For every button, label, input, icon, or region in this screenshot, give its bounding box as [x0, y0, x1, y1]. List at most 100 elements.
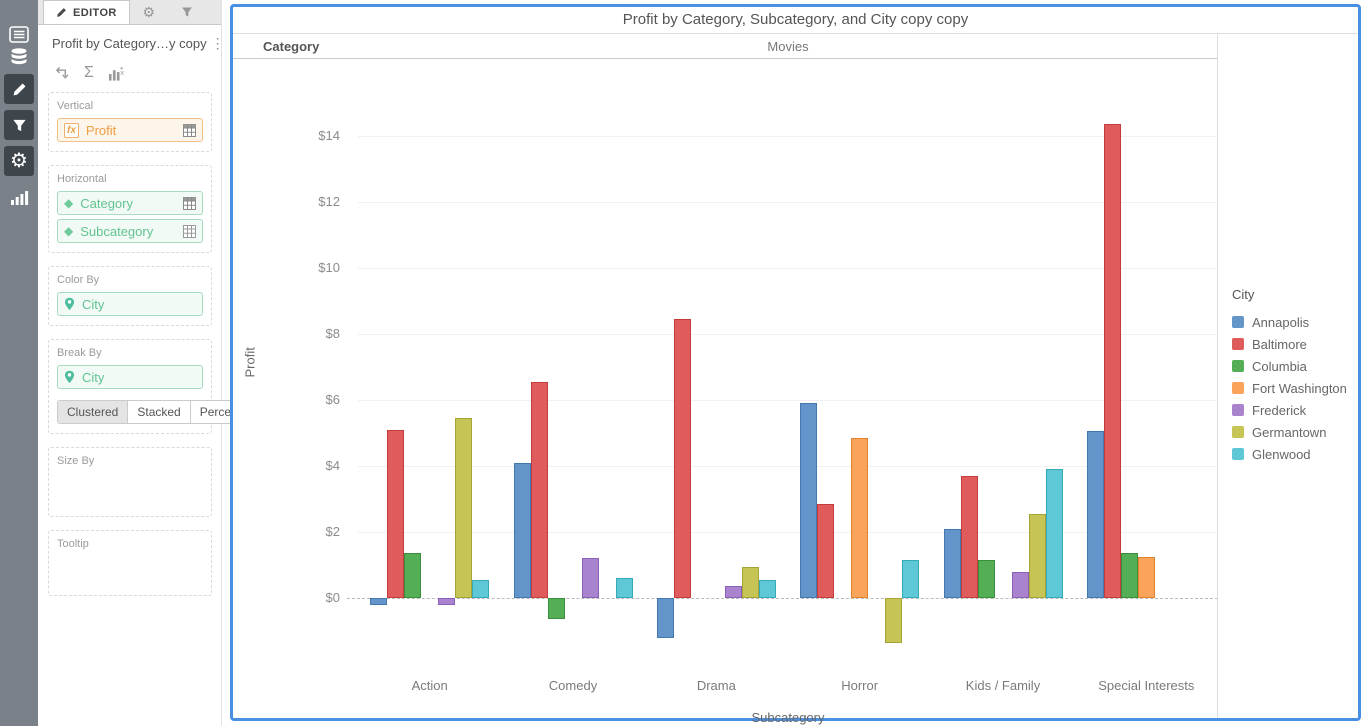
bar-frederick-drama[interactable]: [724, 586, 742, 598]
legend-item-baltimore[interactable]: Baltimore: [1232, 333, 1358, 355]
legend-item-germantown[interactable]: Germantown: [1232, 421, 1358, 443]
size-by-dropzone[interactable]: [57, 473, 203, 507]
legend-swatch: [1232, 426, 1244, 438]
bar-glenwood-drama[interactable]: [758, 579, 776, 598]
table-icon[interactable]: [183, 196, 196, 210]
legend-name: Germantown: [1252, 424, 1327, 440]
edit-icon[interactable]: [4, 74, 34, 104]
legend-item-fort-washington[interactable]: Fort Washington: [1232, 377, 1358, 399]
legend-swatch: [1232, 338, 1244, 350]
kebab-menu-icon[interactable]: ⋮: [210, 35, 225, 51]
bar-annapolis-kids-family[interactable]: [943, 528, 961, 598]
charts-icon[interactable]: [0, 186, 38, 208]
left-icon-rail: ⚙: [0, 0, 38, 726]
bar-baltimore-drama[interactable]: [673, 319, 691, 598]
gridline: [358, 268, 1218, 269]
pivot-arrow-icon[interactable]: [54, 66, 70, 81]
filter-icon[interactable]: [4, 110, 34, 140]
bar-baltimore-comedy[interactable]: [530, 381, 548, 598]
fx-icon: fx: [64, 122, 79, 138]
legend-item-glenwood[interactable]: Glenwood: [1232, 443, 1358, 465]
legend-item-frederick[interactable]: Frederick: [1232, 399, 1358, 421]
tooltip-dropzone[interactable]: [57, 556, 203, 586]
bar-germantown-action[interactable]: [455, 418, 473, 598]
bar-germantown-horror[interactable]: [885, 598, 903, 643]
section-tooltip[interactable]: Tooltip: [48, 530, 212, 596]
bar-germantown-drama[interactable]: [741, 566, 759, 598]
bar-baltimore-action[interactable]: [387, 429, 405, 598]
color-by-field-city[interactable]: City: [57, 292, 203, 316]
bar-glenwood-kids-family[interactable]: [1045, 469, 1063, 598]
legend-item-columbia[interactable]: Columbia: [1232, 355, 1358, 377]
gridline: [358, 202, 1218, 203]
horizontal-field-subcategory[interactable]: ◆ Subcategory: [57, 219, 203, 243]
legend-swatch: [1232, 382, 1244, 394]
data-sources-icon[interactable]: [0, 44, 38, 70]
legend-swatch: [1232, 360, 1244, 372]
table-icon[interactable]: [183, 123, 196, 137]
horizontal-field-name: Subcategory: [80, 223, 154, 239]
bar-columbia-action[interactable]: [404, 553, 422, 598]
tab-settings[interactable]: ⚙: [130, 0, 168, 24]
pencil-icon: [57, 8, 66, 17]
bar-frederick-kids-family[interactable]: [1011, 571, 1029, 598]
bar-frederick-comedy[interactable]: [581, 558, 599, 598]
attribute-diamond-icon: ◆: [64, 224, 74, 238]
map-pin-icon: [64, 297, 75, 311]
horizontal-field-name: Category: [80, 195, 133, 211]
break-by-field-city[interactable]: City: [57, 365, 203, 389]
list-icon[interactable]: [0, 22, 38, 46]
tab-filters[interactable]: [168, 0, 206, 24]
legend-name: Annapolis: [1252, 314, 1310, 330]
mode-clustered-button[interactable]: Clustered: [58, 401, 128, 423]
y-tick-label: $6: [325, 392, 340, 407]
vertical-field-profit[interactable]: fx Profit: [57, 118, 203, 142]
x-tick-label: Action: [411, 678, 448, 693]
legend-name: Columbia: [1252, 358, 1307, 374]
bar-glenwood-action[interactable]: [472, 579, 490, 598]
chart-name-row: Profit by Category…y copy ⋮: [38, 25, 225, 58]
bar-baltimore-special-interests[interactable]: [1103, 124, 1121, 598]
size-by-label: Size By: [57, 455, 95, 467]
bar-glenwood-horror[interactable]: [902, 560, 920, 598]
facet-label: Category: [263, 39, 320, 54]
legend-swatch: [1232, 316, 1244, 328]
bar-columbia-special-interests[interactable]: [1120, 553, 1138, 598]
legend-name: Frederick: [1252, 402, 1307, 418]
legend-item-annapolis[interactable]: Annapolis: [1232, 311, 1358, 333]
bar-glenwood-comedy[interactable]: [615, 578, 633, 598]
mode-stacked-button[interactable]: Stacked: [127, 401, 190, 423]
table-icon[interactable]: [183, 224, 196, 238]
settings-icon[interactable]: ⚙: [4, 146, 34, 176]
bar-baltimore-kids-family[interactable]: [960, 475, 978, 598]
bar-germantown-kids-family[interactable]: [1028, 513, 1046, 598]
bar-annapolis-horror[interactable]: [800, 403, 818, 598]
tab-editor[interactable]: EDITOR: [43, 0, 130, 24]
bar-fort-washington-horror[interactable]: [851, 437, 869, 598]
y-tick-label: $14: [318, 128, 340, 143]
vertical-label: Vertical: [57, 100, 94, 112]
bar-columbia-kids-family[interactable]: [977, 560, 995, 598]
color-by-label: Color By: [57, 274, 100, 286]
legend-swatch: [1232, 404, 1244, 416]
y-tick-label: $4: [325, 458, 340, 473]
y-tick-label: $8: [325, 326, 340, 341]
bar-frederick-action[interactable]: [438, 598, 456, 605]
sigma-icon[interactable]: Σ: [84, 64, 94, 81]
horizontal-field-category[interactable]: ◆ Category: [57, 191, 203, 215]
bar-annapolis-action[interactable]: [370, 598, 388, 605]
gridline: [358, 334, 1218, 335]
bar-annapolis-special-interests[interactable]: [1086, 431, 1104, 598]
bar-annapolis-drama[interactable]: [656, 598, 674, 638]
bar-fort-washington-special-interests[interactable]: [1137, 556, 1155, 598]
svg-text:x: x: [120, 67, 124, 76]
bar-baltimore-horror[interactable]: [817, 503, 835, 598]
bar-annapolis-comedy[interactable]: [513, 462, 531, 598]
y-tick-label: $0: [325, 590, 340, 605]
facet-value: Movies: [767, 39, 809, 54]
gear-icon: ⚙: [142, 3, 156, 20]
tab-editor-label: EDITOR: [73, 6, 117, 19]
section-size-by[interactable]: Size By: [48, 447, 212, 517]
chart-type-icon[interactable]: x: [108, 66, 125, 81]
bar-columbia-comedy[interactable]: [547, 598, 565, 620]
